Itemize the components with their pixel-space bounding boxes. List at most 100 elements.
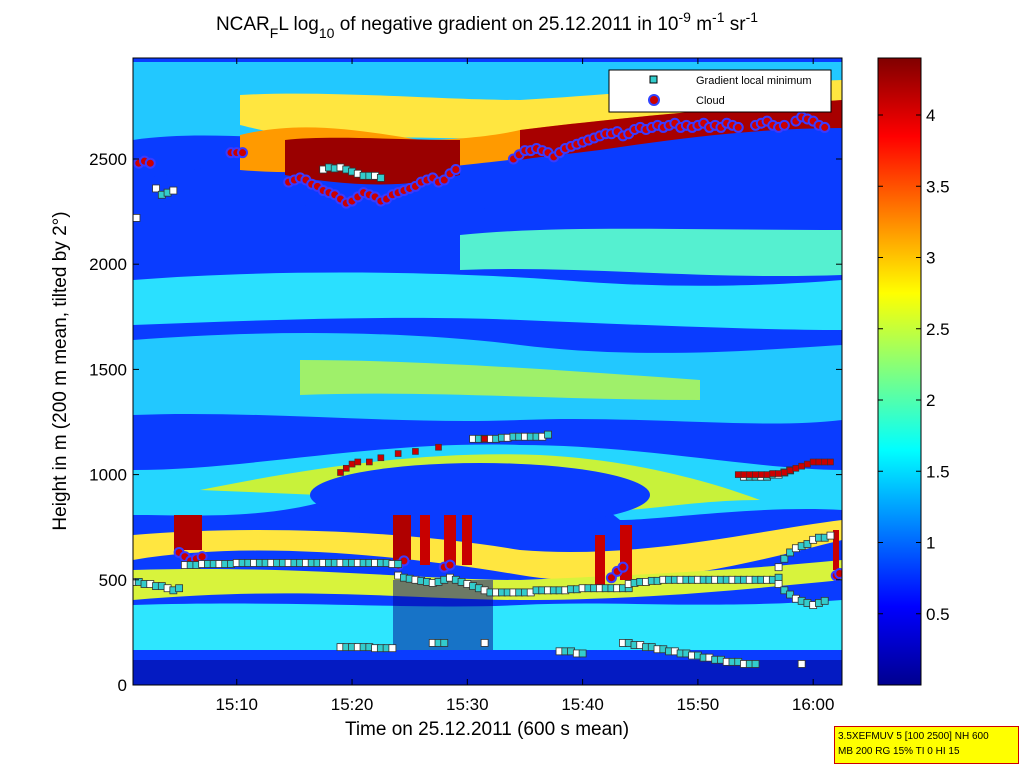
layer-point (786, 467, 794, 474)
layer-point (821, 458, 829, 466)
gradient-minimum-point (780, 554, 789, 563)
plot-frame (132, 57, 843, 686)
cloud-point (237, 147, 249, 159)
layer-point (775, 470, 782, 477)
heatmap-band (595, 535, 605, 585)
y-tick-label: 1000 (89, 466, 127, 485)
x-tick-label: 15:40 (561, 695, 604, 714)
layer-point (798, 462, 805, 470)
colorbar-tick-label: 1.5 (926, 462, 950, 481)
chart-title: NCARFL log10 of negative gradient on 25.… (216, 9, 758, 41)
legend-box (608, 69, 832, 113)
layer-point (746, 471, 754, 478)
cloud-point (444, 559, 456, 571)
heatmap-band (460, 228, 842, 277)
layer-point (394, 450, 402, 457)
heatmap-band (300, 360, 700, 400)
layer-point (792, 464, 800, 472)
y-tick-label: 500 (99, 571, 127, 590)
layer-point (354, 458, 362, 466)
y-axis-label: Height in m (200 m mean, tilted by 2°) (50, 211, 71, 530)
layer-point (827, 458, 834, 466)
gradient-minimum-point (440, 639, 449, 647)
layer-point (377, 454, 385, 462)
heatmap-band (444, 515, 456, 565)
cloud-point (834, 567, 842, 579)
info-line-1: 3.5XEFMUV 5 [100 2500] NH 600 (838, 731, 989, 742)
layer-point (752, 471, 759, 478)
info-box: 3.5XEFMUV 5 [100 2500] NH 600 MB 200 RG … (834, 726, 1019, 764)
gradient-minimum-point (774, 580, 783, 588)
legend-circle-marker (648, 94, 660, 106)
gradient-minimum-point (820, 596, 829, 605)
layer-point (366, 458, 373, 466)
colorbar-tick-label: 2 (926, 391, 935, 410)
colorbar-tick-label: 2.5 (926, 320, 950, 339)
layer-point (481, 435, 488, 443)
layer-point (337, 469, 344, 476)
cloud-point (778, 119, 790, 131)
y-tick-label: 1500 (89, 360, 127, 379)
heatmap-band (285, 137, 460, 185)
gradient-minimum-point (751, 660, 760, 668)
heatmap-band (462, 515, 472, 565)
gradient-minimum-point (786, 548, 795, 557)
layer-point (781, 469, 788, 476)
layer-point (342, 464, 350, 472)
gradient-minimum-point (578, 649, 587, 658)
legend-square-marker (649, 75, 658, 84)
x-tick-label: 15:50 (677, 695, 720, 714)
heatmap-band (174, 515, 202, 550)
layer-point (815, 458, 823, 466)
colorbar-tick-label: 3.5 (926, 177, 950, 196)
layer-point (763, 471, 771, 478)
gradient-minimum-point (133, 214, 141, 222)
layer-point (348, 460, 356, 468)
colorbar-tick-label: 0.5 (926, 605, 950, 624)
heatmap-band (133, 520, 842, 581)
cloud-point (450, 164, 462, 176)
gradient-minimum-point (394, 560, 403, 568)
x-axis: 15:10 15:20 15:30 15:40 15:50 16:00 (215, 58, 834, 714)
layer-point (758, 471, 765, 478)
marker-layer (133, 111, 842, 668)
gradient-minimum-point (152, 184, 160, 193)
legend-label-gradient: Gradient local minimum (696, 75, 812, 87)
heatmap-field (133, 58, 842, 685)
gradient-minimum-point (376, 174, 385, 182)
cloud-point (732, 121, 744, 133)
colorbar-axis: 0.5 1 1.5 2 2.5 3 3.5 4 (878, 106, 950, 624)
layer-point (734, 471, 742, 478)
x-tick-label: 15:20 (331, 695, 374, 714)
gradient-minimum-point (774, 563, 783, 572)
legend-label-cloud: Cloud (696, 95, 725, 107)
gradient-minimum-point (786, 590, 795, 599)
gradient-minimum-point (826, 531, 835, 540)
layer-point (769, 470, 777, 477)
y-tick-label: 0 (118, 676, 127, 695)
colorbar-tick-label: 4 (926, 106, 935, 125)
heatmap-band (420, 515, 430, 565)
cloud-point (196, 551, 208, 563)
colorbar-tick-label: 1 (926, 534, 935, 553)
info-line-2: MB 200 RG 15% TI 0 HI 15 (838, 746, 960, 757)
layer-point (809, 458, 817, 466)
layer-point (412, 448, 419, 455)
gradient-minimum-point (169, 186, 178, 195)
gradient-minimum-point (797, 660, 806, 668)
x-axis-label: Time on 25.12.2011 (600 s mean) (345, 719, 629, 740)
y-axis: 0 500 1000 1500 2000 2500 (89, 150, 842, 695)
layer-point (740, 471, 748, 478)
gradient-minimum-point (803, 540, 812, 548)
gradient-minimum-point (780, 586, 789, 595)
heatmap-band (133, 272, 842, 330)
legend: Gradient local minimum Cloud (608, 69, 832, 113)
colorbar-tick-label: 3 (926, 249, 935, 268)
heatmap-band (833, 530, 839, 570)
y-tick-label: 2000 (89, 255, 127, 274)
cloud-point (819, 121, 831, 133)
x-tick-label: 15:10 (215, 695, 258, 714)
gradient-minimum-point (480, 639, 489, 647)
cloud-point (617, 561, 629, 573)
